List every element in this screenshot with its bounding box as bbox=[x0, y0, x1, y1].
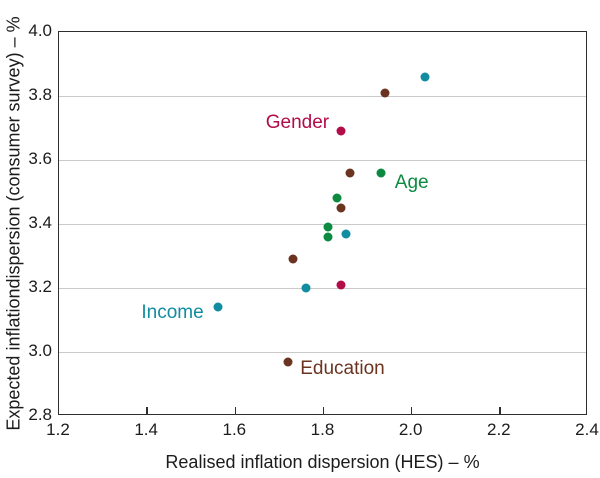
y-tick-label: 3.8 bbox=[28, 85, 52, 104]
data-point-education bbox=[283, 357, 293, 367]
y-tick-label: 2.8 bbox=[28, 405, 52, 424]
data-point-education bbox=[288, 254, 298, 264]
plot-area: Gender Age Income Education bbox=[58, 31, 587, 415]
data-point-education bbox=[380, 88, 390, 98]
x-tick-label: 1.2 bbox=[46, 420, 70, 439]
data-point-age bbox=[376, 168, 386, 178]
data-point-income bbox=[213, 302, 223, 312]
y-tick-label: 3.2 bbox=[28, 277, 52, 296]
data-point-income bbox=[420, 72, 430, 82]
x-tick-mark bbox=[410, 407, 413, 414]
series-label-education: Education bbox=[300, 357, 385, 379]
x-tick-mark bbox=[146, 407, 148, 414]
series-label-age: Age bbox=[394, 171, 429, 193]
gridline bbox=[59, 159, 586, 161]
data-point-gender bbox=[336, 280, 346, 290]
gridline bbox=[59, 351, 586, 353]
x-tick-label: 2.4 bbox=[575, 420, 599, 439]
x-tick-label: 1.8 bbox=[310, 420, 335, 439]
data-point-age bbox=[323, 222, 333, 232]
data-point-income bbox=[301, 283, 311, 293]
gridline bbox=[59, 223, 586, 225]
gridline bbox=[59, 287, 586, 289]
x-tick-label: 2.2 bbox=[487, 420, 511, 439]
x-axis-title: Realised inflation dispersion (HES) – % bbox=[165, 452, 480, 472]
data-point-education bbox=[345, 168, 355, 178]
data-point-income bbox=[341, 229, 351, 239]
x-tick-label: 1.6 bbox=[222, 420, 247, 439]
data-point-education bbox=[336, 203, 346, 213]
x-tick-mark bbox=[234, 407, 237, 414]
data-point-gender bbox=[336, 126, 346, 136]
data-point-age bbox=[332, 193, 342, 203]
x-tick-label: 1.4 bbox=[134, 420, 158, 439]
y-tick-label: 4.0 bbox=[28, 21, 52, 40]
data-point-age bbox=[323, 232, 333, 242]
x-tick-mark bbox=[322, 407, 325, 414]
y-tick-label: 3.6 bbox=[28, 149, 52, 168]
x-tick-label: 2.0 bbox=[398, 420, 423, 439]
y-tick-label: 3.0 bbox=[28, 341, 52, 360]
x-tick-mark bbox=[499, 407, 501, 414]
gridline bbox=[59, 95, 586, 97]
series-label-income: Income bbox=[141, 302, 204, 324]
series-label-gender: Gender bbox=[265, 112, 330, 134]
y-tick-label: 3.4 bbox=[28, 213, 52, 232]
